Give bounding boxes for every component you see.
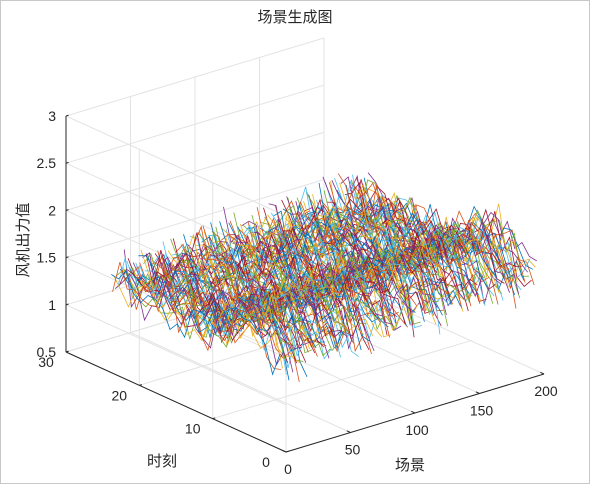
grid-line-z-back [65, 37, 325, 117]
series-line [291, 204, 461, 307]
z-tick-label: 3 [48, 108, 56, 124]
y-axis-label: 时刻 [147, 452, 177, 470]
grid-line-z-side [65, 257, 287, 359]
z-tick-label: 0.5 [37, 344, 57, 360]
z-tick-mark [65, 209, 69, 211]
chart-title: 场景生成图 [257, 8, 332, 26]
series-line [218, 234, 388, 335]
grid-line-z-back [65, 131, 325, 211]
grid-line-z-back [65, 84, 325, 164]
series-line [260, 222, 430, 315]
series-line [126, 260, 296, 368]
y-tick-label: 20 [112, 387, 128, 403]
series-line [127, 258, 298, 364]
series-line [263, 207, 433, 314]
scenario-lines [111, 172, 537, 382]
y-tick-label: 10 [185, 421, 201, 437]
series-line [118, 268, 289, 363]
series-line [325, 182, 495, 297]
grid-line-y-floor [139, 306, 398, 386]
grid-line-z-side [65, 304, 287, 406]
grid-line-x-floor [130, 332, 351, 433]
z-tick-label: 2 [48, 202, 56, 218]
y-tick-mark [139, 384, 143, 386]
z-tick-label: 2.5 [37, 155, 57, 171]
x-tick-label: 0 [284, 461, 292, 477]
series-line [114, 273, 285, 367]
series-line [113, 276, 283, 369]
axes [65, 114, 545, 453]
z-tick-label: 1 [48, 297, 56, 313]
y-tick-mark [212, 417, 216, 420]
y-axis-line [65, 351, 287, 453]
x-tick-mark [475, 391, 480, 394]
x-tick-label: 150 [470, 403, 494, 419]
z-axis-label: 风机出力值 [14, 202, 32, 277]
x-tick-label: 50 [345, 442, 361, 458]
x-tick-label: 200 [534, 383, 558, 399]
x-tick-mark [411, 410, 416, 414]
y-tick-label: 30 [38, 354, 54, 370]
y-tick-mark [285, 450, 289, 453]
grid-line-y-floor [212, 340, 471, 420]
series-line [163, 252, 334, 337]
series-line [312, 194, 482, 303]
series-line [207, 234, 378, 340]
z-tick-mark [65, 256, 69, 259]
grid-line-z-back [65, 179, 325, 259]
z-tick-mark [65, 161, 69, 164]
x-tick-label: 100 [405, 422, 429, 438]
tick-labels: 0 50 100 150 200 0 10 20 300.5 1 1.5 2 2.5 3 [37, 108, 558, 477]
series-line [138, 255, 308, 377]
series-line [112, 261, 282, 370]
x-axis-label: 场景 [395, 456, 425, 474]
series-line [238, 228, 409, 328]
series-line [111, 270, 281, 376]
z-tick-label: 1.5 [37, 250, 57, 266]
y-tick-label: 0 [262, 454, 270, 470]
x-tick-mark [346, 430, 351, 433]
z-tick-mark [65, 114, 69, 117]
z-tick-mark [65, 303, 69, 306]
x-tick-mark [540, 371, 545, 375]
series-line [131, 268, 301, 364]
grid-line-z-side [65, 115, 287, 217]
x-tick-mark [282, 449, 287, 453]
z-tick-mark [65, 350, 69, 353]
series-line [129, 267, 299, 352]
